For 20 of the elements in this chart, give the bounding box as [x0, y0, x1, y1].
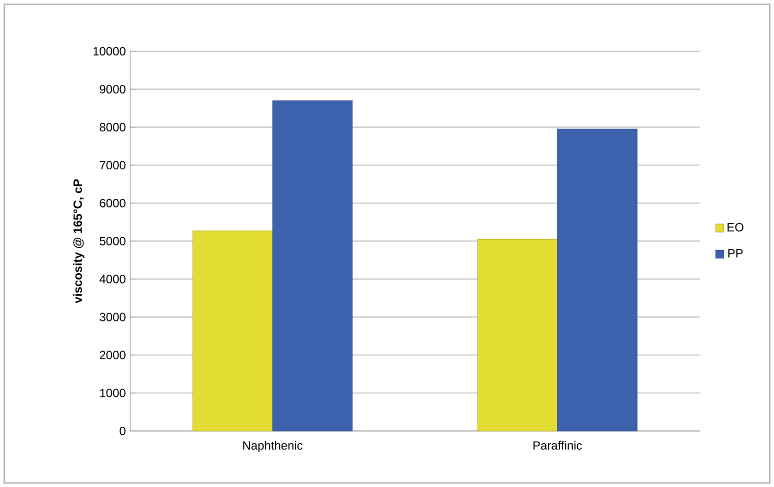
y-tick-label: 10000 [93, 46, 126, 56]
y-tick-label: 9000 [100, 84, 126, 94]
legend-label: EO [728, 222, 744, 232]
y-tick-label: 3000 [100, 312, 126, 322]
y-tick-label: 4000 [100, 274, 126, 284]
y-tick-label: 5000 [100, 236, 126, 246]
bar [272, 100, 353, 432]
y-axis-title: viscosity @ 165°C, cP [73, 179, 84, 304]
bar [477, 238, 558, 432]
y-tick-label: 0 [120, 426, 126, 436]
y-tick-label: 8000 [100, 122, 126, 132]
bar [192, 230, 273, 432]
y-tick-label: 2000 [100, 350, 126, 360]
y-tick-label: 6000 [100, 198, 126, 208]
x-tick-label: Paraffinic [533, 440, 582, 450]
legend-label: PP [728, 249, 743, 258]
bar [557, 128, 638, 432]
y-tick-label: 7000 [100, 160, 126, 170]
y-tick-label: 1000 [100, 388, 126, 398]
x-tick-label: Naphthenic [243, 440, 303, 452]
